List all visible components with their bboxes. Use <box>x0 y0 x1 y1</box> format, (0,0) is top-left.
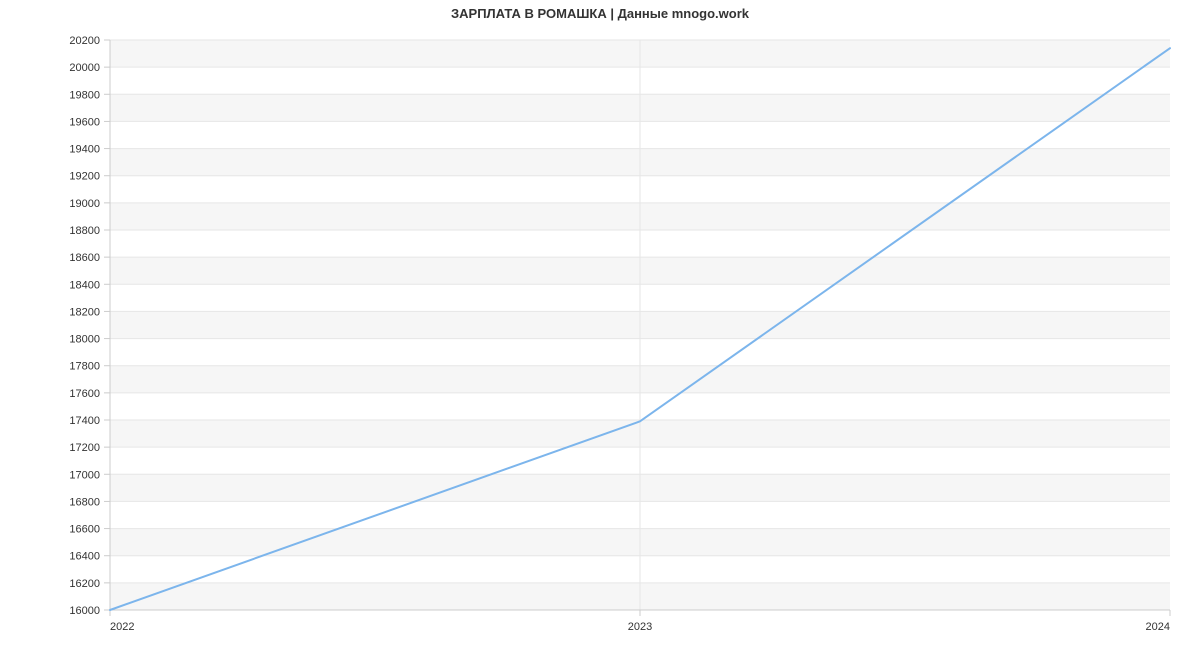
y-tick-label: 16200 <box>69 578 100 590</box>
y-tick-label: 20000 <box>69 62 100 74</box>
y-tick-label: 18200 <box>69 306 100 318</box>
y-tick-label: 17000 <box>69 469 100 481</box>
y-tick-label: 18400 <box>69 279 100 291</box>
y-tick-label: 18800 <box>69 225 100 237</box>
y-tick-label: 19200 <box>69 171 100 183</box>
y-tick-label: 16000 <box>69 605 100 617</box>
y-tick-label: 17800 <box>69 361 100 373</box>
y-tick-label: 18600 <box>69 252 100 264</box>
chart-title: ЗАРПЛАТА В РОМАШКА | Данные mnogo.work <box>0 6 1200 21</box>
x-tick-label: 2024 <box>1146 621 1170 633</box>
salary-line-chart: ЗАРПЛАТА В РОМАШКА | Данные mnogo.work 1… <box>0 0 1200 650</box>
y-tick-label: 19600 <box>69 116 100 128</box>
chart-svg: 16000 16200 16400 16600 16800 17000 17200 17400… <box>0 0 1200 650</box>
y-tick-label: 20200 <box>69 35 100 47</box>
y-tick-label: 16400 <box>69 551 100 563</box>
y-tick-label: 19800 <box>69 89 100 101</box>
y-tick-label: 17200 <box>69 442 100 454</box>
y-tick-label: 16800 <box>69 496 100 508</box>
x-tick-label: 2022 <box>110 621 134 633</box>
y-tick-label: 19000 <box>69 198 100 210</box>
y-tick-label: 17400 <box>69 415 100 427</box>
y-tick-label: 17600 <box>69 388 100 400</box>
y-tick-label: 19400 <box>69 144 100 156</box>
y-tick-label: 16600 <box>69 524 100 536</box>
y-tick-label: 18000 <box>69 334 100 346</box>
x-tick-label: 2023 <box>628 621 652 633</box>
